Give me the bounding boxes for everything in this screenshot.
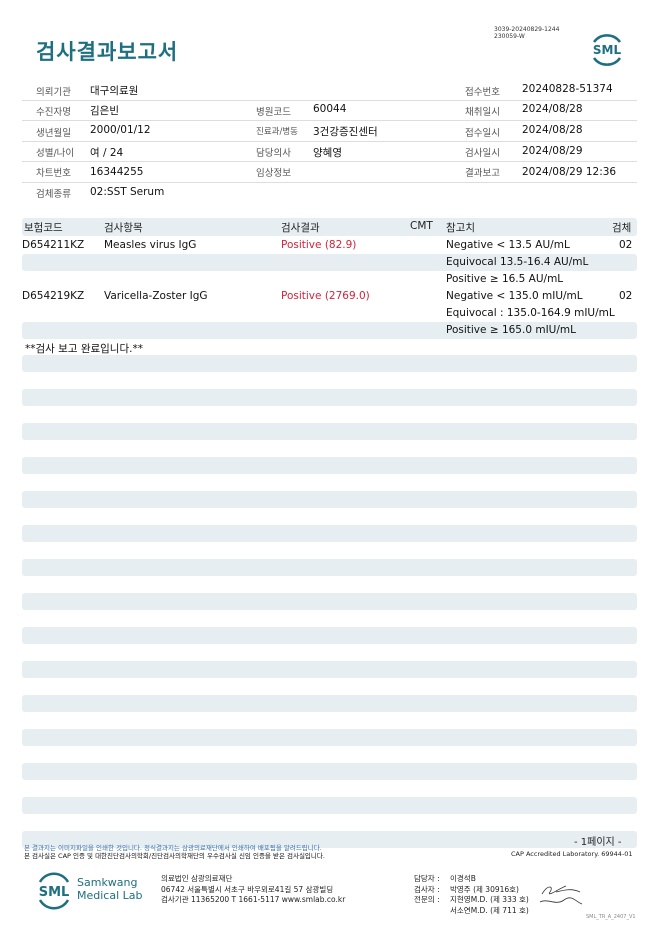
row-ref-3: Positive ≥ 165.0 mIU/mL <box>446 324 576 336</box>
report-comment: **검사 보고 완료입니다.** <box>25 343 143 355</box>
col-ref: 참고치 <box>446 222 475 234</box>
sex-age: 여 / 24 <box>90 147 124 159</box>
collect: 2024/08/28 <box>522 103 583 115</box>
page-number: - 1페이지 - <box>574 837 622 848</box>
collect-label: 채취일시 <box>465 107 500 118</box>
chart-no: 16344255 <box>90 166 144 178</box>
row-ref-2: Equivocal : 135.0-164.9 mIU/mL <box>446 307 615 319</box>
hospital-code-label: 병원코드 <box>256 107 291 118</box>
staff-label: 담당자 : <box>414 874 440 883</box>
requester: 대구의료원 <box>90 85 139 97</box>
row-code: D654219KZ <box>22 290 85 302</box>
doc-id-2: 230059-W <box>494 33 525 40</box>
staff-info: 담당자 : 이경석B 검사자 : 박영주 (제 30916호) 전문의 : 지현영M.… <box>414 874 529 916</box>
empty-row-stripe <box>22 423 637 440</box>
doc-id: 3039-20240829-1244 230059-W <box>494 26 559 40</box>
empty-row-stripe <box>22 797 637 814</box>
row-item: Varicella-Zoster IgG <box>104 290 208 302</box>
footer-logo-text: Samkwang Medical Lab <box>77 876 143 902</box>
staff-label: 전문의 : <box>414 895 440 904</box>
dept: 3건강증진센터 <box>313 126 378 138</box>
notice-image: 본 결과지는 이미지파일을 인쇄한 것입니다. 정식결과지는 삼광의료재단에서 … <box>24 844 322 852</box>
row-item: Measles virus IgG <box>104 239 197 251</box>
doctor: 양혜영 <box>313 147 342 159</box>
form-id: SML_TR_A_2407_V1 <box>586 914 636 920</box>
test-date-label: 검사일시 <box>465 148 500 159</box>
specimen-type: 02:SST Serum <box>90 186 165 198</box>
receipt-no-label: 접수번호 <box>465 87 500 98</box>
requester-label: 의뢰기관 <box>36 87 71 98</box>
chart-label: 차트번호 <box>36 168 71 179</box>
empty-row-stripe <box>22 695 637 712</box>
col-result: 검사결과 <box>281 222 320 234</box>
dob: 2000/01/12 <box>90 124 151 136</box>
notice-cap: 본 검사실은 CAP 인증 및 대한진단검사의학회/진단검사의학재단의 우수검사… <box>24 852 325 860</box>
dob-label: 생년월일 <box>36 128 71 139</box>
row-code: D654211KZ <box>22 239 85 251</box>
patient-label: 수진자명 <box>36 107 71 118</box>
receipt-date: 2024/08/28 <box>522 124 583 136</box>
org-name: 의료법인 삼광의료재단 <box>161 874 233 883</box>
row-ref-2: Equivocal 13.5-16.4 AU/mL <box>446 256 589 268</box>
staff-name: 지현영M.D. (제 333 호) <box>450 895 529 904</box>
empty-row-stripe <box>22 355 637 372</box>
row-specimen: 02 <box>619 290 633 302</box>
empty-row-stripe <box>22 729 637 746</box>
col-cmt: CMT <box>410 220 433 232</box>
logo-line-1: Samkwang <box>77 876 138 889</box>
col-item: 검사항목 <box>104 222 143 234</box>
empty-row-stripe <box>22 525 637 542</box>
empty-row-stripe <box>22 763 637 780</box>
staff-name: 박영주 (제 30916호) <box>450 884 519 894</box>
receipt-no: 20240828-51374 <box>522 83 613 95</box>
row-ref-3: Positive ≥ 16.5 AU/mL <box>446 273 564 285</box>
row-result: Positive (2769.0) <box>281 290 370 302</box>
empty-row-stripe <box>22 491 637 508</box>
hospital-code: 60044 <box>313 103 347 115</box>
report-label: 결과보고 <box>465 168 500 179</box>
test-date: 2024/08/29 <box>522 145 583 157</box>
staff-name: 서소연M.D. (제 711 호) <box>450 905 529 915</box>
signature-icon <box>539 885 583 905</box>
row-result: Positive (82.9) <box>281 239 357 251</box>
empty-row-stripe <box>22 457 637 474</box>
clinical-label: 임상정보 <box>256 168 291 179</box>
report-time: 2024/08/29 12:36 <box>522 166 617 178</box>
patient: 김은빈 <box>90 105 119 117</box>
receipt-date-label: 접수일시 <box>465 128 500 139</box>
col-code: 보험코드 <box>24 222 63 234</box>
svg-text:SML: SML <box>593 43 622 57</box>
specimen-label: 검체종류 <box>36 189 71 200</box>
logo-line-2: Medical Lab <box>77 889 143 902</box>
org-address: 06742 서울특별시 서초구 바우뫼로41길 57 삼광빌딩 <box>161 884 334 894</box>
dept-label: 진료과/병동 <box>256 127 298 137</box>
row-ref-1: Negative < 135.0 mIU/mL <box>446 290 583 302</box>
svg-text:SML: SML <box>39 885 70 900</box>
staff-name: 이경석B <box>450 874 476 883</box>
row-ref-1: Negative < 13.5 AU/mL <box>446 239 570 251</box>
sex-age-label: 성별/나이 <box>36 148 75 159</box>
sml-footer-logo-icon: SML <box>39 872 70 910</box>
empty-row-stripe <box>22 661 637 678</box>
cap-number: CAP Accredited Laboratory. 69944-01 <box>511 850 633 858</box>
col-specimen: 검체 <box>612 222 632 234</box>
empty-row-stripe <box>22 627 637 644</box>
doc-id-1: 3039-20240829-1244 <box>494 26 560 33</box>
sml-logo-icon: SML <box>593 34 622 66</box>
staff-label: 검사자 : <box>414 884 440 894</box>
org-info: 의료법인 삼광의료재단 06742 서울특별시 서초구 바우뫼로41길 57 삼… <box>161 874 345 906</box>
row-specimen: 02 <box>619 239 633 251</box>
page-title: 검사결과보고서 <box>36 40 179 64</box>
doctor-label: 담당의사 <box>256 148 291 159</box>
empty-row-stripe <box>22 559 637 576</box>
empty-row-stripe <box>22 389 637 406</box>
empty-row-stripe <box>22 593 637 610</box>
org-contact: 검사기관 11365200 T 1661-5117 www.smlab.co.k… <box>161 895 346 904</box>
